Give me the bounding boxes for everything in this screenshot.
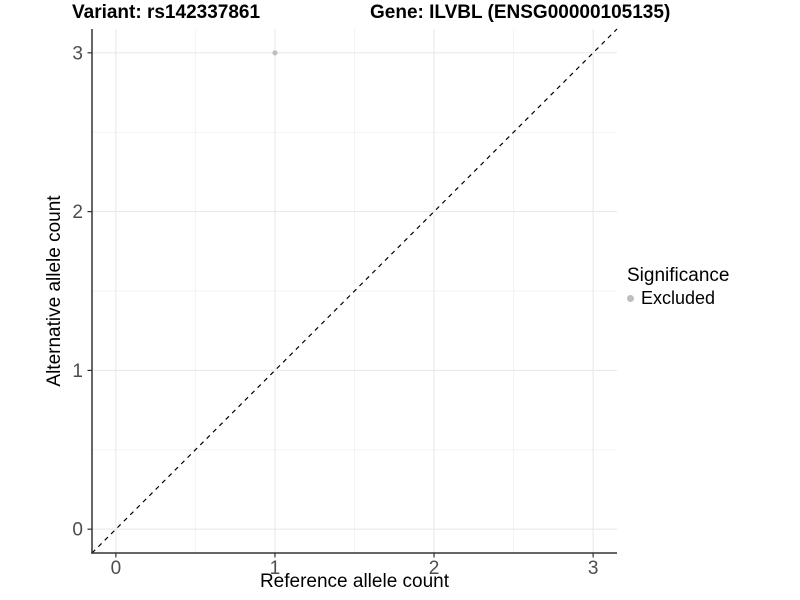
legend-item-excluded: Excluded — [627, 288, 729, 309]
y-tick-label: 2 — [72, 202, 83, 223]
y-tick-label: 1 — [72, 361, 83, 382]
identity-dashed-line — [91, 28, 618, 554]
x-tick-label: 0 — [111, 558, 122, 579]
legend-title: Significance — [627, 265, 730, 286]
y-axis-title: Alternative allele count — [44, 195, 65, 387]
x-tick-label: 2 — [429, 558, 440, 579]
y-tick-label: 0 — [72, 520, 83, 541]
excluded-point-icon — [627, 295, 634, 302]
x-tick-label: 3 — [588, 558, 599, 579]
x-tick-label: 1 — [270, 558, 281, 579]
legend-item-label: Excluded — [641, 288, 716, 308]
plot-title-gene: Gene: ILVBL (ENSG00000105135) — [370, 2, 671, 23]
y-tick-label: 3 — [72, 43, 83, 64]
x-axis-title: Reference allele count — [259, 571, 450, 592]
data-point — [272, 50, 278, 56]
legend: Significance Excluded — [627, 265, 729, 309]
plot-title-variant: Variant: rs142337861 — [72, 2, 261, 23]
